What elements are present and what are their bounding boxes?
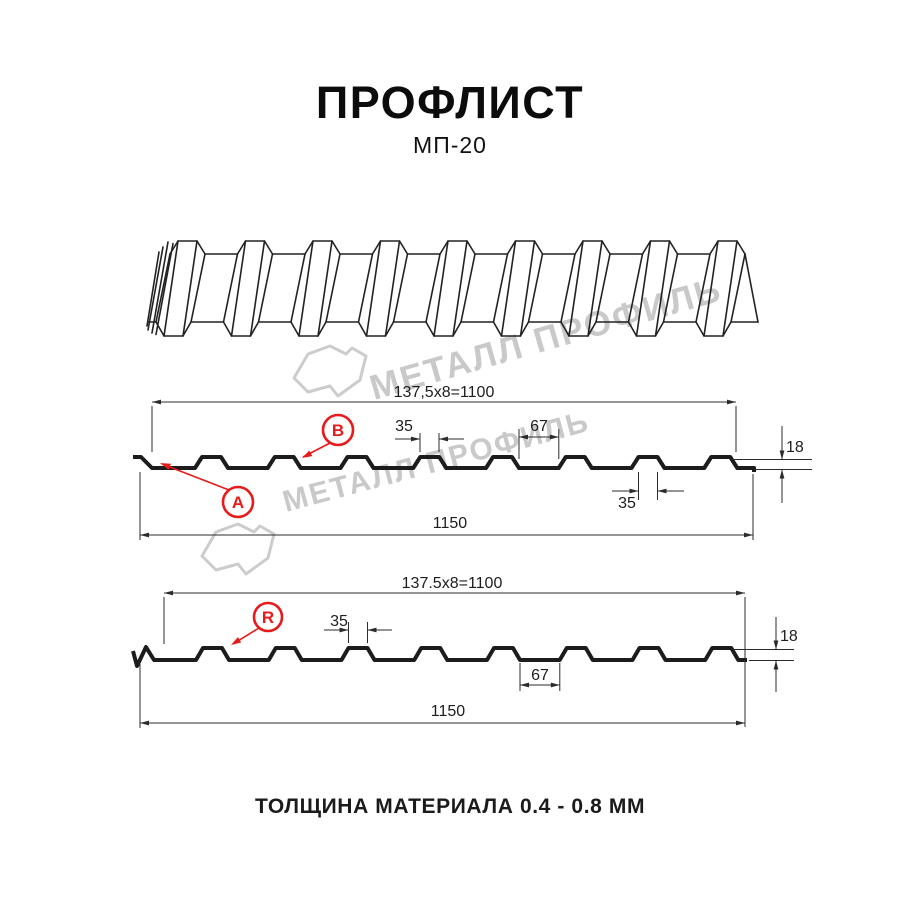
- dim-coverage-width: 137.5x8=1100: [163, 575, 746, 727]
- profile-a-outline: [133, 455, 756, 472]
- profile-a-section: [133, 455, 756, 472]
- marker-r: R: [231, 601, 284, 645]
- svg-text:18: 18: [786, 439, 804, 456]
- svg-text:R: R: [262, 608, 274, 627]
- svg-text:35: 35: [618, 495, 636, 512]
- profile-b-section: [131, 645, 747, 668]
- sheet-right-edge: [744, 253, 759, 323]
- dim-height-18: 18: [733, 426, 812, 503]
- profile-a-dimensions: 137,5x8=1100 1150 35: [139, 384, 812, 540]
- svg-text:35: 35: [395, 418, 413, 435]
- dim-coverage-width: 137,5x8=1100: [151, 384, 737, 452]
- metall-profil-logo-icon: [200, 522, 276, 576]
- dim-rib-top-35: 35: [395, 418, 464, 452]
- dim-rib-top-35: 35: [324, 613, 392, 643]
- dim-rib-bottom-35: 35: [612, 472, 684, 512]
- svg-text:67: 67: [531, 667, 549, 684]
- profile-b-outline: [131, 645, 747, 668]
- thickness-note: ТОЛЩИНА МАТЕРИАЛА 0.4 - 0.8 ММ: [254, 795, 646, 818]
- sheet-front-edge: [148, 321, 759, 337]
- svg-text:18: 18: [780, 628, 798, 645]
- dim-total-width: 1150: [139, 664, 745, 728]
- svg-text:A: A: [232, 493, 244, 512]
- svg-text:67: 67: [530, 418, 548, 435]
- dim-height-18: 18: [734, 617, 798, 692]
- svg-text:35: 35: [330, 613, 348, 630]
- dim-valley-67: 67: [518, 418, 560, 459]
- marker-a: A: [160, 463, 255, 519]
- dim-valley-67: 67: [519, 663, 561, 691]
- dim-total-width: 1150: [139, 472, 754, 540]
- svg-text:1150: 1150: [433, 515, 468, 532]
- sheet-3d-drawing: [146, 240, 759, 337]
- sheet-back-edge: [169, 240, 746, 255]
- svg-text:137,5x8=1100: 137,5x8=1100: [394, 384, 495, 401]
- svg-text:1150: 1150: [431, 703, 466, 720]
- profile-b-dimensions: 137.5x8=1100 1150 35: [139, 575, 798, 728]
- svg-text:137.5x8=1100: 137.5x8=1100: [402, 575, 503, 592]
- metall-profil-logo-icon: [292, 344, 368, 398]
- page-title: ПРОФЛИСТ: [315, 77, 585, 128]
- svg-text:B: B: [332, 421, 344, 440]
- marker-b: B: [302, 413, 355, 458]
- model-name: МП-20: [413, 132, 487, 158]
